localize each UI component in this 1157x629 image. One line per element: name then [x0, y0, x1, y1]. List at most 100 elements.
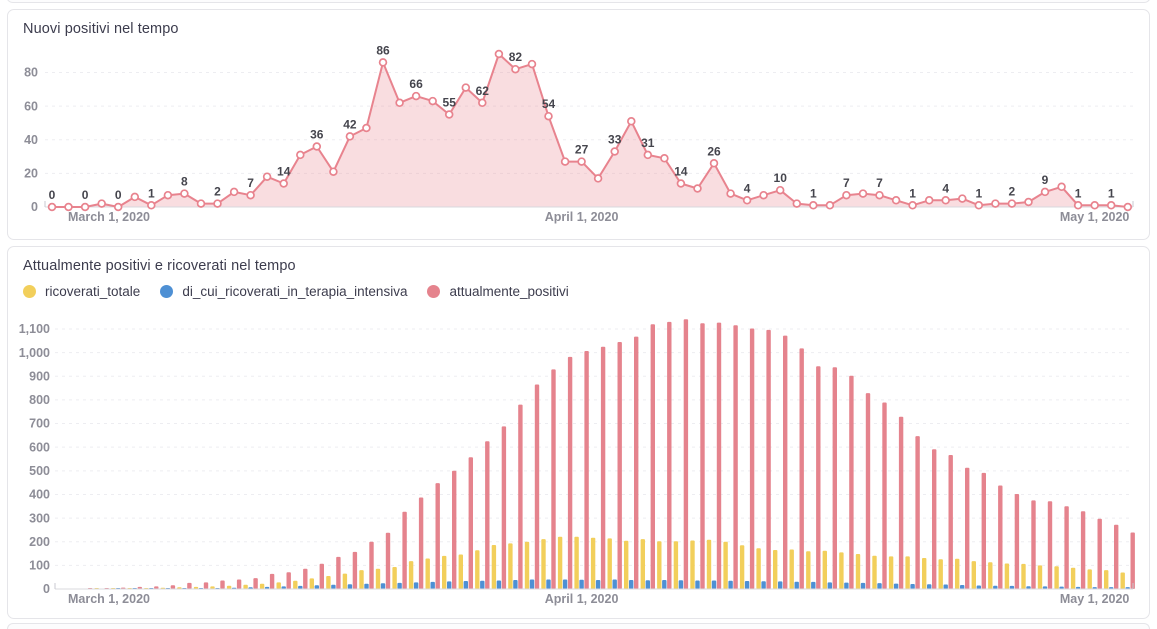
- data-point-marker[interactable]: [941, 196, 950, 205]
- data-point-marker[interactable]: [1024, 197, 1033, 207]
- bar-attualmente_positivi[interactable]: [799, 348, 804, 589]
- bar-attualmente_positivi[interactable]: [766, 329, 771, 589]
- bar-ricoverati_totale[interactable]: [624, 540, 629, 589]
- bar-di_cui_ricoverati_in_terapia_intensiva[interactable]: [1026, 586, 1031, 589]
- bar-di_cui_ricoverati_in_terapia_intensiva[interactable]: [314, 585, 319, 589]
- bar-attualmente_positivi[interactable]: [253, 578, 258, 589]
- bar-attualmente_positivi[interactable]: [518, 404, 523, 589]
- bar-di_cui_ricoverati_in_terapia_intensiva[interactable]: [711, 580, 717, 590]
- bar-attualmente_positivi[interactable]: [137, 586, 142, 589]
- bar-attualmente_positivi[interactable]: [385, 532, 391, 589]
- bar-di_cui_ricoverati_in_terapia_intensiva[interactable]: [778, 581, 783, 589]
- bar-attualmente_positivi[interactable]: [584, 351, 589, 589]
- bar-attualmente_positivi[interactable]: [452, 470, 457, 589]
- bar-di_cui_ricoverati_in_terapia_intensiva[interactable]: [910, 584, 915, 589]
- bar-attualmente_positivi[interactable]: [1047, 501, 1053, 589]
- bar-attualmente_positivi[interactable]: [1080, 511, 1086, 589]
- data-point-marker[interactable]: [130, 192, 140, 202]
- data-point-marker[interactable]: [809, 201, 818, 210]
- bar-attualmente_positivi[interactable]: [501, 426, 507, 589]
- data-point-marker[interactable]: [80, 202, 90, 212]
- bar-ricoverati_totale[interactable]: [574, 536, 579, 589]
- bar-attualmente_positivi[interactable]: [418, 497, 424, 590]
- bar-attualmente_positivi[interactable]: [1097, 518, 1102, 589]
- bar-ricoverati_totale[interactable]: [193, 586, 199, 589]
- bar-ricoverati_totale[interactable]: [1037, 565, 1043, 589]
- data-point-marker[interactable]: [891, 196, 901, 205]
- bar-attualmente_positivi[interactable]: [1031, 500, 1036, 589]
- bar-ricoverati_totale[interactable]: [640, 539, 645, 589]
- data-point-marker[interactable]: [1090, 201, 1099, 210]
- bar-ricoverati_totale[interactable]: [508, 543, 513, 589]
- data-point-marker[interactable]: [213, 199, 222, 208]
- bar-ricoverati_totale[interactable]: [789, 549, 794, 590]
- bar-di_cui_ricoverati_in_terapia_intensiva[interactable]: [695, 580, 700, 590]
- bar-attualmente_positivi[interactable]: [435, 483, 440, 589]
- bar-di_cui_ricoverati_in_terapia_intensiva[interactable]: [480, 580, 485, 589]
- bar-ricoverati_totale[interactable]: [458, 554, 463, 590]
- bar-attualmente_positivi[interactable]: [932, 449, 937, 589]
- bar-di_cui_ricoverati_in_terapia_intensiva[interactable]: [877, 583, 882, 589]
- data-point-marker[interactable]: [147, 201, 156, 210]
- bar-ricoverati_totale[interactable]: [888, 556, 894, 589]
- bar-ricoverati_totale[interactable]: [557, 536, 563, 589]
- bar-di_cui_ricoverati_in_terapia_intensiva[interactable]: [976, 585, 981, 590]
- data-point-marker[interactable]: [643, 150, 653, 160]
- bar-attualmente_positivi[interactable]: [352, 551, 358, 589]
- bar-ricoverati_totale[interactable]: [375, 568, 381, 589]
- bar-ricoverati_totale[interactable]: [723, 541, 728, 589]
- data-point-marker[interactable]: [1123, 202, 1133, 212]
- data-point-marker[interactable]: [329, 167, 338, 176]
- data-point-marker[interactable]: [924, 196, 934, 205]
- bar-attualmente_positivi[interactable]: [485, 441, 490, 589]
- bar-di_cui_ricoverati_in_terapia_intensiva[interactable]: [447, 581, 452, 589]
- bar-di_cui_ricoverati_in_terapia_intensiva[interactable]: [1075, 586, 1081, 589]
- bar-ricoverati_totale[interactable]: [673, 541, 679, 589]
- bar-di_cui_ricoverati_in_terapia_intensiva[interactable]: [380, 583, 386, 589]
- bar-ricoverati_totale[interactable]: [309, 578, 314, 589]
- bar-attualmente_positivi[interactable]: [236, 579, 242, 590]
- data-point-marker[interactable]: [47, 202, 57, 212]
- bar-attualmente_positivi[interactable]: [1014, 494, 1020, 589]
- bar-attualmente_positivi[interactable]: [170, 585, 176, 589]
- bar-attualmente_positivi[interactable]: [402, 511, 407, 589]
- bar-attualmente_positivi[interactable]: [783, 335, 788, 589]
- bar-attualmente_positivi[interactable]: [898, 416, 904, 589]
- bar-attualmente_positivi[interactable]: [667, 321, 672, 589]
- bar-attualmente_positivi[interactable]: [749, 328, 755, 590]
- data-point-marker[interactable]: [825, 201, 835, 210]
- data-point-marker[interactable]: [875, 190, 884, 200]
- data-point-marker[interactable]: [362, 123, 371, 133]
- bar-ricoverati_totale[interactable]: [392, 567, 397, 589]
- data-point-marker[interactable]: [196, 199, 206, 208]
- bar-di_cui_ricoverati_in_terapia_intensiva[interactable]: [1059, 586, 1064, 589]
- legend-item-terapia-intensiva[interactable]: di_cui_ricoverati_in_terapia_intensiva: [160, 284, 407, 299]
- data-point-marker[interactable]: [64, 202, 73, 212]
- data-point-marker[interactable]: [494, 49, 504, 59]
- data-point-marker[interactable]: [163, 190, 173, 200]
- bar-attualmente_positivi[interactable]: [1064, 506, 1069, 589]
- bar-attualmente_positivi[interactable]: [319, 563, 324, 589]
- bar-attualmente_positivi[interactable]: [700, 323, 705, 589]
- data-point-marker[interactable]: [428, 96, 437, 106]
- bar-attualmente_positivi[interactable]: [634, 336, 639, 589]
- bar-di_cui_ricoverati_in_terapia_intensiva[interactable]: [844, 582, 849, 589]
- data-point-marker[interactable]: [378, 58, 388, 67]
- bar-ricoverati_totale[interactable]: [342, 573, 348, 589]
- data-point-marker[interactable]: [842, 190, 851, 200]
- bar-di_cui_ricoverati_in_terapia_intensiva[interactable]: [893, 583, 899, 589]
- bar-di_cui_ricoverati_in_terapia_intensiva[interactable]: [645, 580, 650, 589]
- data-point-marker[interactable]: [709, 159, 719, 168]
- bar-ricoverati_totale[interactable]: [425, 558, 430, 590]
- data-point-marker[interactable]: [627, 117, 636, 126]
- bar-di_cui_ricoverati_in_terapia_intensiva[interactable]: [728, 580, 733, 589]
- data-point-marker[interactable]: [660, 154, 669, 163]
- bar-attualmente_positivi[interactable]: [882, 402, 887, 590]
- bar-ricoverati_totale[interactable]: [326, 576, 331, 589]
- data-point-marker[interactable]: [610, 147, 619, 156]
- bar-ricoverati_totale[interactable]: [541, 539, 546, 589]
- data-point-marker[interactable]: [908, 201, 917, 210]
- data-point-marker[interactable]: [775, 185, 785, 195]
- bar-di_cui_ricoverati_in_terapia_intensiva[interactable]: [1009, 585, 1015, 589]
- bar-di_cui_ricoverati_in_terapia_intensiva[interactable]: [943, 584, 948, 590]
